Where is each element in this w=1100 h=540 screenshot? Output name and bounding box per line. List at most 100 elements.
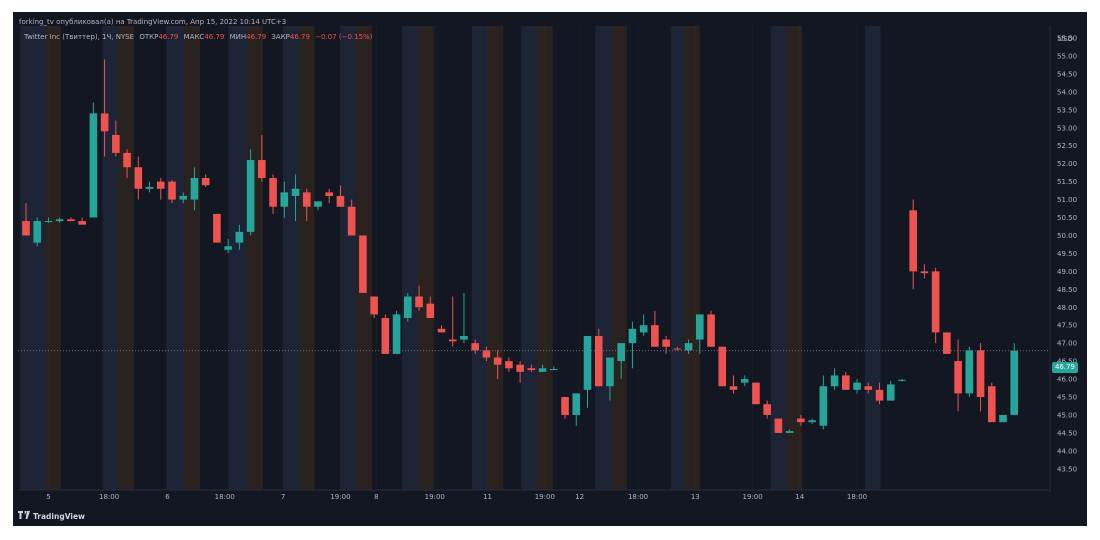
candle — [44, 217, 53, 223]
session-bands — [20, 26, 881, 490]
candle-body — [336, 195, 345, 207]
candle-body — [763, 404, 771, 415]
candle-body — [493, 357, 502, 365]
time-tick-label: 18:00 — [847, 493, 867, 501]
session-band-pre — [402, 26, 418, 490]
candle — [78, 217, 86, 225]
price-tick-label: 47.50 — [1057, 322, 1077, 330]
candle — [931, 267, 940, 344]
candle-body — [976, 350, 985, 397]
price-tick-label: 50.00 — [1057, 232, 1077, 240]
price-tick-label: 55.50 — [1057, 35, 1077, 43]
session-band-post — [184, 26, 201, 490]
candle — [830, 368, 839, 390]
candle-body — [920, 271, 929, 274]
candle — [841, 371, 850, 390]
candle — [954, 339, 962, 412]
candle-body — [112, 134, 120, 153]
candle — [471, 339, 479, 354]
open-value: 46.79 — [158, 33, 179, 41]
time-tick-label: 11 — [483, 493, 492, 501]
candle — [415, 285, 423, 311]
candle-body — [190, 178, 199, 200]
candle — [797, 414, 805, 426]
price-tick-label: 45.00 — [1057, 411, 1077, 419]
candle — [527, 364, 536, 372]
candle-body — [875, 389, 884, 401]
symbol-name[interactable]: Twitter Inc (Твиттер), 1Ч, NYSE — [24, 33, 135, 41]
session-band-pre — [521, 26, 537, 490]
candle-body — [168, 181, 176, 200]
price-tick-label: 48.00 — [1057, 304, 1077, 312]
candle-body — [965, 350, 974, 394]
candle — [145, 181, 154, 193]
high-value: 46.79 — [204, 33, 225, 41]
candle — [437, 325, 446, 333]
candle — [201, 174, 210, 187]
candle-body — [325, 192, 334, 196]
candle — [572, 393, 581, 426]
candle-body — [954, 361, 962, 394]
candle-body — [594, 335, 603, 387]
candle — [853, 379, 861, 394]
candle — [67, 217, 75, 222]
candle-body — [89, 113, 98, 218]
candle-body — [381, 318, 390, 354]
price-tick-label: 54.50 — [1057, 70, 1077, 78]
candle — [359, 235, 367, 293]
time-tick-label: 8 — [374, 493, 378, 501]
candle — [246, 149, 255, 236]
candle-body — [448, 339, 457, 342]
candle-body — [830, 375, 839, 387]
candle-body — [684, 343, 693, 351]
candle-body — [785, 431, 794, 433]
candle-body — [201, 178, 210, 186]
candle-body — [258, 160, 266, 179]
candle — [864, 382, 873, 394]
time-tick-label: 12 — [575, 493, 584, 501]
candle-body — [314, 201, 322, 207]
candle-body — [123, 152, 131, 168]
candle-body — [471, 343, 479, 351]
candle-body — [864, 386, 873, 390]
session-band-pre — [670, 26, 685, 490]
session-band-pre — [20, 26, 46, 490]
candle-body — [33, 221, 42, 243]
candle — [314, 201, 322, 211]
candle — [100, 59, 109, 157]
candle — [987, 382, 996, 423]
candle — [662, 335, 670, 354]
candle — [718, 346, 727, 387]
candle — [976, 343, 985, 412]
last-price-badge: 46.79 — [1052, 362, 1078, 373]
candle — [55, 217, 64, 223]
currency-label: USD — [1058, 35, 1073, 43]
candle — [965, 346, 974, 397]
candle-body — [538, 368, 547, 372]
time-tick-label: 18:00 — [99, 493, 119, 501]
candle — [606, 357, 614, 401]
candle — [819, 375, 828, 430]
tradingview-logo[interactable]: TradingView — [18, 511, 85, 523]
candle — [696, 314, 704, 354]
candle — [808, 418, 816, 424]
candle — [898, 379, 906, 382]
candle — [460, 292, 468, 344]
candle — [291, 174, 300, 222]
candle — [190, 167, 199, 211]
candle-body — [583, 335, 592, 390]
low-label: МИН — [229, 33, 247, 41]
price-tick-label: 49.50 — [1057, 250, 1077, 258]
candle — [673, 346, 682, 351]
candle — [651, 310, 659, 347]
candle-body — [561, 397, 569, 415]
candle-body — [987, 386, 996, 423]
candle-body — [606, 357, 614, 387]
candle — [875, 382, 884, 405]
price-axis: USD 43.50 44.00 44.50 45.00 45.50 46.00 46.50 47… — [1057, 35, 1077, 474]
time-tick-label: 19:00 — [535, 493, 555, 501]
candle-body — [460, 335, 468, 340]
candle-body — [931, 271, 940, 333]
candle-body — [415, 296, 423, 308]
